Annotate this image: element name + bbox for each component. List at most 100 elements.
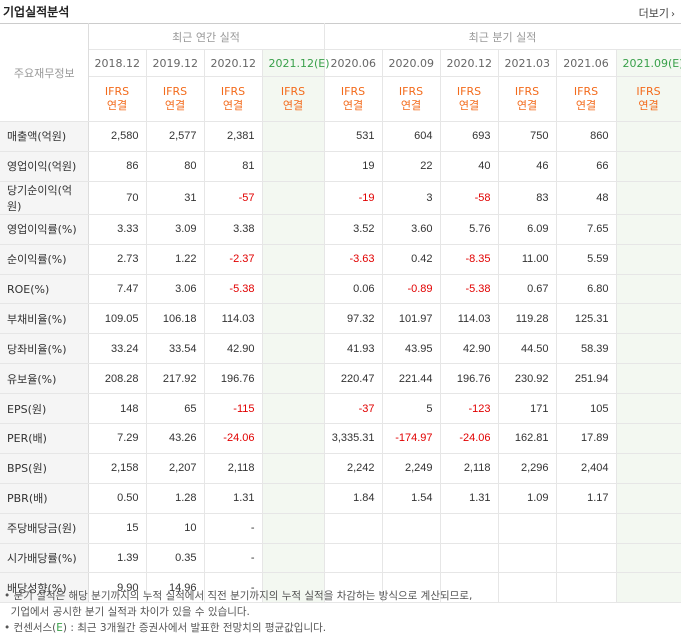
period-header: 2020.12 bbox=[440, 49, 499, 77]
table-cell: 860 bbox=[556, 121, 617, 152]
table-cell: 3 bbox=[382, 181, 441, 215]
table-cell: 196.76 bbox=[204, 363, 263, 395]
table-cell: 5 bbox=[382, 393, 441, 425]
table-cell bbox=[262, 572, 325, 604]
table-cell: 42.90 bbox=[440, 333, 499, 365]
consolidated-label: 연결 bbox=[282, 99, 304, 112]
footnote-3-e: E bbox=[56, 622, 63, 634]
table-cell bbox=[556, 572, 617, 604]
row-label: ROE(%) bbox=[0, 274, 89, 305]
table-cell bbox=[498, 543, 557, 574]
table-cell: 9.90 bbox=[88, 572, 147, 604]
ifrs-label: IFRS bbox=[220, 85, 246, 98]
ifrs-badge: IFRS 연결 bbox=[204, 76, 263, 122]
ifrs-label: IFRS bbox=[340, 85, 366, 98]
row-label: 부채비율(%) bbox=[0, 303, 89, 335]
table-cell: 1.22 bbox=[146, 244, 205, 275]
table-cell: 693 bbox=[440, 121, 499, 152]
table-cell bbox=[616, 512, 681, 544]
table-cell: 43.95 bbox=[382, 333, 441, 365]
table-cell: 15 bbox=[88, 512, 147, 544]
table-cell bbox=[616, 363, 681, 395]
table-cell: -3.63 bbox=[324, 244, 383, 275]
table-cell bbox=[498, 572, 557, 604]
footnotes: • 분기 실적은 해당 분기까지의 누적 실적에서 직전 분기까지의 누적 실적… bbox=[4, 588, 472, 636]
table-cell: 119.28 bbox=[498, 303, 557, 335]
table-cell bbox=[262, 213, 325, 245]
table-cell: 114.03 bbox=[204, 303, 263, 335]
table-cell: 101.97 bbox=[382, 303, 441, 335]
table-cell bbox=[616, 274, 681, 305]
ifrs-badge: IFRS 연결 bbox=[262, 76, 325, 122]
table-cell: 0.67 bbox=[498, 274, 557, 305]
table-cell bbox=[262, 543, 325, 574]
table-cell bbox=[616, 121, 681, 152]
table-cell bbox=[324, 572, 383, 604]
table-cell: 3,335.31 bbox=[324, 423, 383, 454]
table-cell bbox=[382, 543, 441, 574]
table-row: PER(배) 7.29 43.26 -24.06 3,335.31 -174.97 -24.… bbox=[0, 423, 681, 454]
corner-label: 주요재무정보 bbox=[0, 23, 89, 122]
table-cell bbox=[262, 121, 325, 152]
ifrs-badge: IFRS 연결 bbox=[440, 76, 499, 122]
table-row: EPS(원) 148 65 -115 -37 5 -123 171 105 bbox=[0, 393, 681, 425]
table-cell: 2,381 bbox=[204, 121, 263, 152]
table-cell bbox=[262, 363, 325, 395]
ifrs-badge: IFRS 연결 bbox=[556, 76, 617, 122]
table-cell bbox=[262, 453, 325, 484]
table-cell bbox=[616, 423, 681, 454]
row-label: 주당배당금(원) bbox=[0, 512, 89, 544]
table-row: 영업이익(억원) 86 80 81 19 22 40 46 66 bbox=[0, 151, 681, 182]
table-cell bbox=[262, 244, 325, 275]
more-link[interactable]: 더보기 › bbox=[639, 5, 675, 21]
row-label: 영업이익(억원) bbox=[0, 151, 89, 182]
table-cell bbox=[382, 572, 441, 604]
table-cell: 125.31 bbox=[556, 303, 617, 335]
table-cell: 3.09 bbox=[146, 213, 205, 245]
table-cell: 10 bbox=[146, 512, 205, 544]
table-cell: 19 bbox=[324, 151, 383, 182]
table-cell bbox=[262, 512, 325, 544]
consolidated-label: 연결 bbox=[575, 99, 597, 112]
row-label: EPS(원) bbox=[0, 393, 89, 425]
table-cell: 109.05 bbox=[88, 303, 147, 335]
table-cell: 22 bbox=[382, 151, 441, 182]
table-cell: - bbox=[204, 572, 263, 604]
financial-table: 주요재무정보 최근 연간 실적 최근 분기 실적 2018.12 2019.12 2020… bbox=[0, 23, 681, 604]
consolidated-label: 연결 bbox=[516, 99, 538, 112]
table-cell: 2,158 bbox=[88, 453, 147, 484]
table-cell: 86 bbox=[88, 151, 147, 182]
table-cell: 1.84 bbox=[324, 483, 383, 514]
ifrs-label: IFRS bbox=[104, 85, 130, 98]
footnote-2: 기업에서 공시한 분기 실적과 차이가 있을 수 있습니다. bbox=[4, 606, 250, 618]
table-cell: 2,207 bbox=[146, 453, 205, 484]
table-cell bbox=[616, 181, 681, 215]
table-cell bbox=[262, 274, 325, 305]
consolidated-label: 연결 bbox=[458, 99, 480, 112]
table-cell: 42.90 bbox=[204, 333, 263, 365]
table-cell: 2,242 bbox=[324, 453, 383, 484]
table-cell: 17.89 bbox=[556, 423, 617, 454]
table-cell: 0.50 bbox=[88, 483, 147, 514]
period-header: 2021.09(E) bbox=[616, 49, 681, 77]
table-cell bbox=[440, 543, 499, 574]
table-cell: -57 bbox=[204, 181, 263, 215]
table-cell bbox=[556, 543, 617, 574]
table-cell: 162.81 bbox=[498, 423, 557, 454]
group-quarterly: 최근 분기 실적 bbox=[324, 23, 681, 50]
table-cell: 2,118 bbox=[204, 453, 263, 484]
table-cell: 6.09 bbox=[498, 213, 557, 245]
ifrs-badge: IFRS 연결 bbox=[498, 76, 557, 122]
table-cell bbox=[616, 213, 681, 245]
table-cell: -37 bbox=[324, 393, 383, 425]
table-cell: 5.76 bbox=[440, 213, 499, 245]
table-row: 부채비율(%) 109.05 106.18 114.03 97.32 101.97 114.… bbox=[0, 303, 681, 335]
table-cell: 1.28 bbox=[146, 483, 205, 514]
table-cell: 750 bbox=[498, 121, 557, 152]
table-cell: 0.06 bbox=[324, 274, 383, 305]
table-cell bbox=[616, 453, 681, 484]
consolidated-label: 연결 bbox=[222, 99, 244, 112]
table-cell bbox=[324, 512, 383, 544]
table-cell: 48 bbox=[556, 181, 617, 215]
ifrs-label: IFRS bbox=[573, 85, 599, 98]
